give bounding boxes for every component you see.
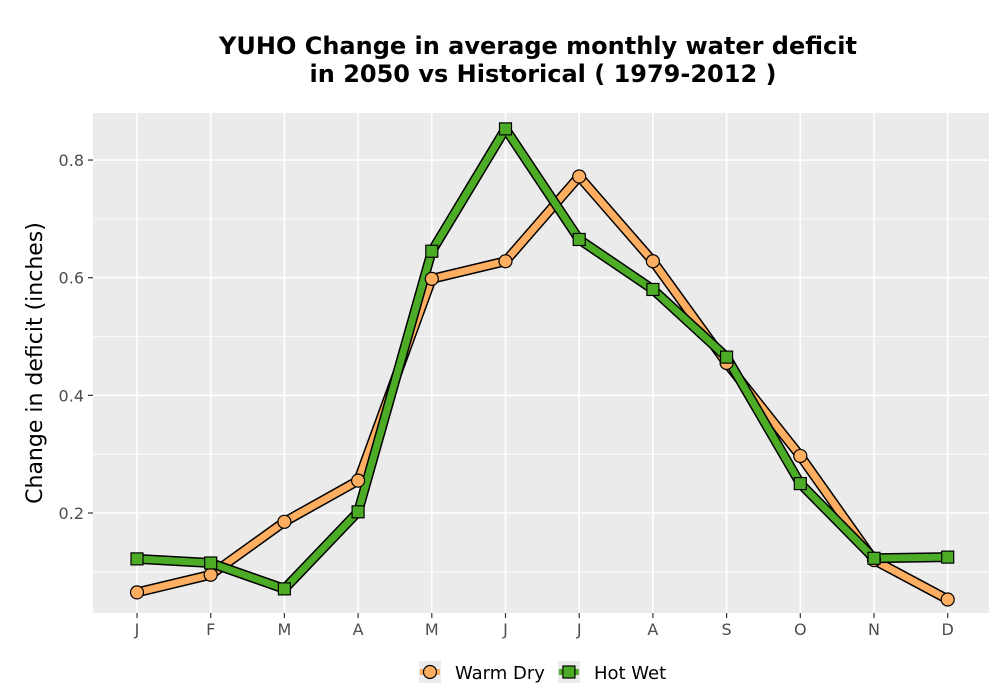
legend: Warm Dry Hot Wet bbox=[419, 661, 666, 684]
data-point bbox=[793, 448, 808, 464]
chart-title-line-2: in 2050 vs Historical ( 1979-2012 ) bbox=[310, 60, 777, 88]
series-2 bbox=[132, 123, 953, 594]
legend-item-2: Hot Wet bbox=[557, 661, 666, 684]
data-point bbox=[204, 556, 218, 570]
x-tick-label: J bbox=[502, 620, 508, 639]
y-tick-label: 0.4 bbox=[59, 386, 84, 405]
data-point bbox=[572, 169, 587, 184]
data-point bbox=[645, 254, 661, 269]
x-tick-label: A bbox=[353, 620, 364, 639]
series-line bbox=[133, 125, 952, 593]
x-tick-label: O bbox=[794, 620, 807, 639]
legend-item-1: Warm Dry bbox=[419, 661, 545, 684]
series-2-points bbox=[130, 122, 955, 596]
data-point bbox=[940, 592, 955, 607]
data-point bbox=[277, 582, 291, 596]
grid-lines bbox=[93, 113, 989, 613]
legend-label: Warm Dry bbox=[455, 663, 545, 684]
x-tick-label: J bbox=[576, 620, 582, 639]
data-point bbox=[277, 514, 292, 529]
data-point bbox=[129, 585, 145, 600]
data-point bbox=[425, 244, 439, 258]
data-point bbox=[203, 567, 218, 582]
data-point bbox=[719, 350, 734, 364]
data-point bbox=[941, 550, 955, 564]
data-point bbox=[572, 232, 586, 247]
y-axis-label: Change in deficit (inches) bbox=[23, 222, 48, 504]
x-tick-label: J bbox=[134, 620, 140, 639]
x-tick-label: A bbox=[647, 620, 658, 639]
x-tick-label: M bbox=[425, 620, 439, 639]
x-tick-label: D bbox=[942, 620, 954, 639]
series-line bbox=[133, 173, 952, 603]
series-1 bbox=[132, 171, 953, 605]
legend-label: Hot Wet bbox=[594, 663, 666, 684]
data-point bbox=[793, 476, 807, 491]
data-point bbox=[351, 473, 366, 488]
series-1-points bbox=[129, 169, 955, 607]
data-point bbox=[424, 271, 439, 286]
series-layer bbox=[129, 122, 955, 607]
legend-key-marker bbox=[422, 664, 438, 680]
legend-key-marker bbox=[562, 665, 576, 679]
x-tick-label: M bbox=[277, 620, 291, 639]
data-point bbox=[646, 282, 660, 297]
data-point bbox=[130, 552, 144, 566]
x-tick-label: F bbox=[206, 620, 215, 639]
x-tick-label: S bbox=[722, 620, 732, 639]
y-tick-label: 0.8 bbox=[59, 151, 84, 170]
y-axis-ticks: 0.2 0.4 0.6 0.8 bbox=[59, 151, 93, 523]
data-point bbox=[351, 505, 365, 519]
x-tick-label: N bbox=[868, 620, 880, 639]
chart-title-line-1: YUHO Change in average monthly water def… bbox=[218, 32, 857, 60]
data-point bbox=[498, 254, 513, 269]
y-tick-label: 0.2 bbox=[59, 504, 84, 523]
y-tick-label: 0.6 bbox=[59, 269, 84, 288]
data-point bbox=[867, 551, 881, 565]
data-point bbox=[498, 122, 513, 136]
